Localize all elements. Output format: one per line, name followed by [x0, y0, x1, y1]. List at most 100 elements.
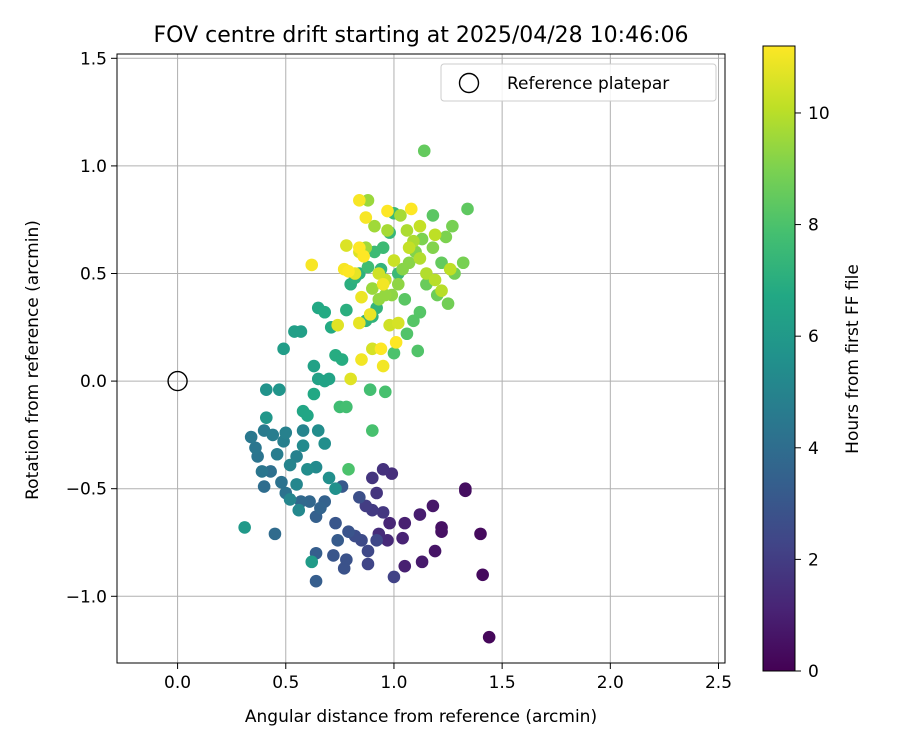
- y-tick-label: 0.0: [80, 372, 107, 392]
- scatter-point: [353, 194, 366, 207]
- scatter-point: [366, 424, 379, 437]
- scatter-point: [283, 458, 297, 472]
- scatter-point: [264, 465, 277, 478]
- scatter-point: [389, 336, 403, 349]
- scatter-point: [456, 256, 470, 270]
- scatter-point: [439, 230, 453, 244]
- scatter-point: [318, 305, 332, 319]
- x-tick-label: 0.5: [272, 673, 299, 693]
- scatter-point: [331, 318, 344, 332]
- scatter-point: [376, 359, 390, 373]
- colorbar-tick-label: 8: [808, 216, 819, 236]
- scatter-point: [311, 424, 325, 437]
- scatter-point: [353, 316, 366, 330]
- scatter-point: [411, 344, 425, 358]
- scatter-point: [441, 297, 455, 310]
- colorbar-label: Hours from first FF file: [843, 264, 863, 454]
- scatter-point: [402, 241, 416, 254]
- scatter-point: [363, 383, 377, 397]
- scatter-point: [305, 555, 319, 569]
- scatter-point: [335, 353, 349, 366]
- reference-point: [167, 370, 188, 392]
- scatter-point: [329, 516, 342, 530]
- scatter-point: [290, 478, 303, 491]
- y-axis-label: Rotation from reference (arcmin): [23, 220, 43, 500]
- scatter-point: [413, 219, 427, 233]
- legend-marker-open-circle: [458, 72, 480, 94]
- scatter-point: [396, 262, 409, 276]
- scatter-point: [342, 525, 355, 539]
- scatter-point: [366, 342, 379, 356]
- scatter-point: [238, 521, 251, 534]
- colorbar: 0 2 4 6 8 10 Hours from first FF file: [762, 45, 863, 682]
- colorbar-tick-label: 6: [808, 327, 819, 347]
- scatter-point: [446, 219, 459, 233]
- scatter-point: [361, 260, 375, 274]
- scatter-point: [381, 534, 394, 547]
- legend: Reference platepar: [440, 63, 717, 102]
- colorbar-gradient: [762, 45, 796, 672]
- scatter-point: [318, 437, 332, 450]
- scatter-point: [353, 491, 366, 504]
- scatter-point: [394, 209, 407, 222]
- scatter-point: [413, 508, 427, 521]
- scatter-point: [400, 327, 414, 341]
- legend-box: [440, 63, 717, 102]
- scatter-point: [361, 194, 375, 207]
- scatter-point: [426, 499, 440, 513]
- scatter-point: [370, 486, 383, 500]
- scatter-point: [383, 516, 396, 530]
- scatter-point: [303, 495, 316, 508]
- legend-entry-label: Reference platepar: [507, 74, 669, 94]
- scatter-point: [398, 559, 412, 573]
- scatter-point: [404, 202, 418, 216]
- scatter-point: [277, 342, 290, 356]
- scatter-point: [476, 568, 489, 582]
- y-tick-label: −1.0: [66, 587, 107, 607]
- scatter-point: [305, 258, 319, 272]
- scatter-point: [366, 282, 379, 295]
- scatter-point: [322, 471, 336, 485]
- scatter-point: [400, 224, 414, 237]
- chart-title: FOV centre drift starting at 2025/04/28 …: [154, 23, 689, 48]
- scatter-point: [426, 209, 440, 222]
- scatter-point: [309, 574, 323, 588]
- scatter-point: [415, 555, 429, 569]
- scatter-point: [426, 241, 440, 254]
- scatter-point: [301, 409, 314, 422]
- scatter-point: [268, 527, 282, 541]
- scatter-point: [407, 314, 420, 328]
- scatter-point: [459, 482, 472, 495]
- scatter-point: [259, 411, 273, 424]
- scatter-point: [428, 228, 442, 242]
- y-tick-label: 0.5: [80, 264, 107, 284]
- scatter-point: [461, 202, 474, 216]
- y-tick-label: −0.5: [66, 480, 107, 500]
- scatter-point: [443, 262, 457, 276]
- x-tick-label: 1.0: [380, 673, 407, 693]
- scatter-point: [482, 630, 496, 644]
- scatter-point: [474, 527, 487, 541]
- scatter-point: [249, 441, 262, 455]
- plot-frame: [116, 53, 726, 664]
- scatter-point: [417, 144, 431, 158]
- scatter-point: [361, 544, 375, 558]
- scatter-point: [428, 544, 442, 558]
- scatter-point: [355, 290, 368, 304]
- scatter-point: [381, 204, 394, 218]
- scatter-point: [435, 256, 448, 270]
- x-tick-label: 0.0: [164, 673, 191, 693]
- scatter-point: [255, 465, 269, 478]
- scatter-point: [366, 471, 379, 485]
- scatter-point: [396, 531, 409, 545]
- y-axis-ticks: −1.0 −0.5 0.0 0.5 1.0 1.5: [66, 49, 117, 607]
- scatter-point: [342, 265, 355, 278]
- scatter-point: [435, 525, 448, 539]
- colorbar-ticks: 0 2 4 6 8 10: [795, 104, 830, 682]
- scatter-point: [259, 383, 273, 397]
- scatter-point: [378, 385, 392, 399]
- scatter-point: [398, 293, 412, 306]
- scatter-point: [428, 273, 442, 287]
